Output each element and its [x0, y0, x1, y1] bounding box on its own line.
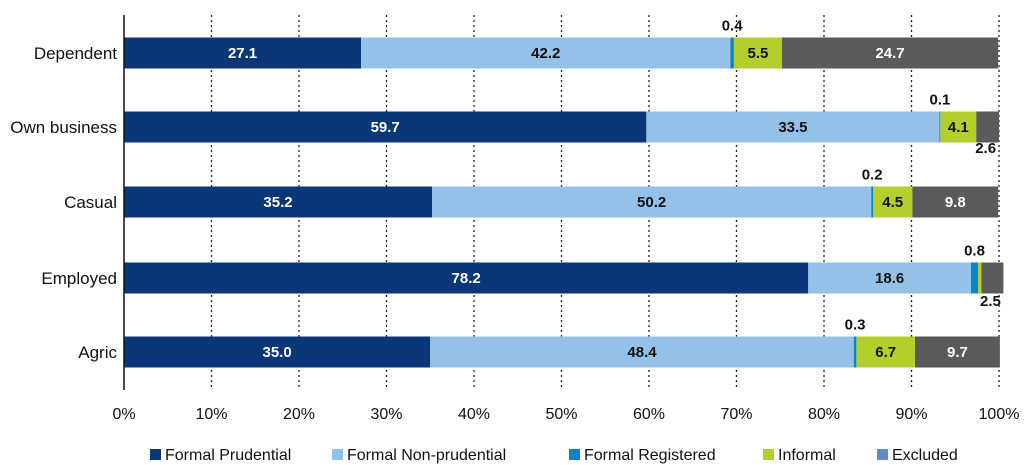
data-label-dependent-formal-registered: 0.4 — [722, 18, 744, 35]
category-label-agric: Agric — [78, 343, 117, 362]
data-label-casual-formal-non-prudential: 50.2 — [637, 194, 666, 211]
bar-employed-formal-prudential — [124, 262, 809, 294]
data-label-dependent-formal-prudential: 27.1 — [228, 45, 257, 62]
bar-agric-formal-prudential — [124, 336, 431, 368]
data-label-dependent-excluded: 24.7 — [875, 45, 904, 62]
data-label-dependent-informal: 5.5 — [748, 45, 769, 62]
x-tick-label: 100% — [979, 406, 1020, 423]
data-label-employed-excluded: 2.5 — [980, 293, 1001, 310]
x-tick-label: 40% — [458, 406, 490, 423]
bar-own-business-formal-non-prudential — [646, 111, 940, 143]
legend-item-informal: Informal — [778, 447, 836, 464]
data-label-casual-formal-registered: 0.2 — [862, 167, 883, 184]
bar-casual-formal-non-prudential — [432, 186, 872, 218]
data-label-own-business-formal-prudential: 59.7 — [371, 119, 400, 136]
bar-agric-formal-non-prudential — [430, 336, 854, 368]
legend-swatch-formal-non-prudential — [332, 449, 343, 460]
bar-own-business-formal-prudential — [124, 111, 647, 143]
x-tick-label: 90% — [895, 406, 927, 423]
data-label-employed-formal-non-prudential: 18.6 — [875, 270, 904, 287]
bar-casual-formal-registered — [871, 186, 873, 218]
category-label-own-business: Own business — [10, 118, 117, 137]
data-label-own-business-excluded: 2.6 — [975, 140, 996, 157]
bar-employed-excluded — [981, 262, 1004, 294]
x-tick-label: 10% — [195, 406, 227, 423]
bar-dependent-informal — [733, 37, 782, 69]
data-label-employed-formal-prudential: 78.2 — [452, 270, 481, 287]
bar-dependent-formal-prudential — [124, 37, 362, 69]
x-tick-label: 20% — [283, 406, 315, 423]
data-label-agric-formal-prudential: 35.0 — [263, 344, 292, 361]
data-label-dependent-formal-non-prudential: 42.2 — [531, 45, 560, 62]
data-label-casual-informal: 4.5 — [882, 194, 903, 211]
legend-swatch-formal-registered — [569, 449, 580, 460]
legend-swatch-formal-prudential — [150, 449, 161, 460]
bar-agric-informal — [856, 336, 915, 368]
category-label-dependent: Dependent — [34, 44, 117, 63]
bar-employed-formal-registered — [971, 262, 978, 294]
bar-own-business-excluded — [976, 111, 999, 143]
bar-own-business-formal-registered — [939, 111, 941, 143]
legend-swatch-informal — [763, 449, 774, 460]
bar-employed-formal-non-prudential — [808, 262, 971, 294]
legend-swatch-excluded — [877, 449, 888, 460]
x-tick-label: 80% — [808, 406, 840, 423]
bar-employed-informal — [978, 262, 982, 294]
bar-casual-informal — [873, 186, 913, 218]
bar-casual-excluded — [912, 186, 999, 218]
data-label-casual-excluded: 9.8 — [945, 194, 966, 211]
data-label-agric-excluded: 9.7 — [947, 344, 968, 361]
data-label-own-business-informal: 4.1 — [948, 119, 969, 136]
legend-item-formal-non-prudential: Formal Non-prudential — [347, 447, 506, 464]
legend-item-formal-prudential: Formal Prudential — [165, 447, 291, 464]
data-label-own-business-formal-registered: 0.1 — [930, 92, 951, 109]
data-label-agric-formal-registered: 0.3 — [845, 317, 866, 334]
bar-dependent-excluded — [782, 37, 999, 69]
x-tick-label: 50% — [545, 406, 577, 423]
x-tick-label: 60% — [633, 406, 665, 423]
data-label-casual-formal-prudential: 35.2 — [263, 194, 292, 211]
x-tick-label: 0% — [112, 406, 135, 423]
x-tick-label: 30% — [370, 406, 402, 423]
bar-own-business-informal — [940, 111, 977, 143]
bar-agric-excluded — [915, 336, 1000, 368]
bar-agric-formal-registered — [853, 336, 857, 368]
legend-item-formal-registered: Formal Registered — [584, 447, 716, 464]
category-label-employed: Employed — [41, 269, 117, 288]
bar-dependent-formal-non-prudential — [361, 37, 731, 69]
category-label-casual: Casual — [64, 193, 117, 212]
x-tick-label: 70% — [720, 406, 752, 423]
data-label-own-business-formal-non-prudential: 33.5 — [778, 119, 807, 136]
bar-casual-formal-prudential — [124, 186, 432, 218]
data-label-agric-formal-non-prudential: 48.4 — [627, 344, 657, 361]
legend-item-excluded: Excluded — [892, 447, 958, 464]
data-label-agric-informal: 6.7 — [875, 344, 896, 361]
bar-dependent-formal-registered — [730, 37, 734, 69]
data-label-employed-formal-registered: 0.8 — [964, 243, 985, 260]
